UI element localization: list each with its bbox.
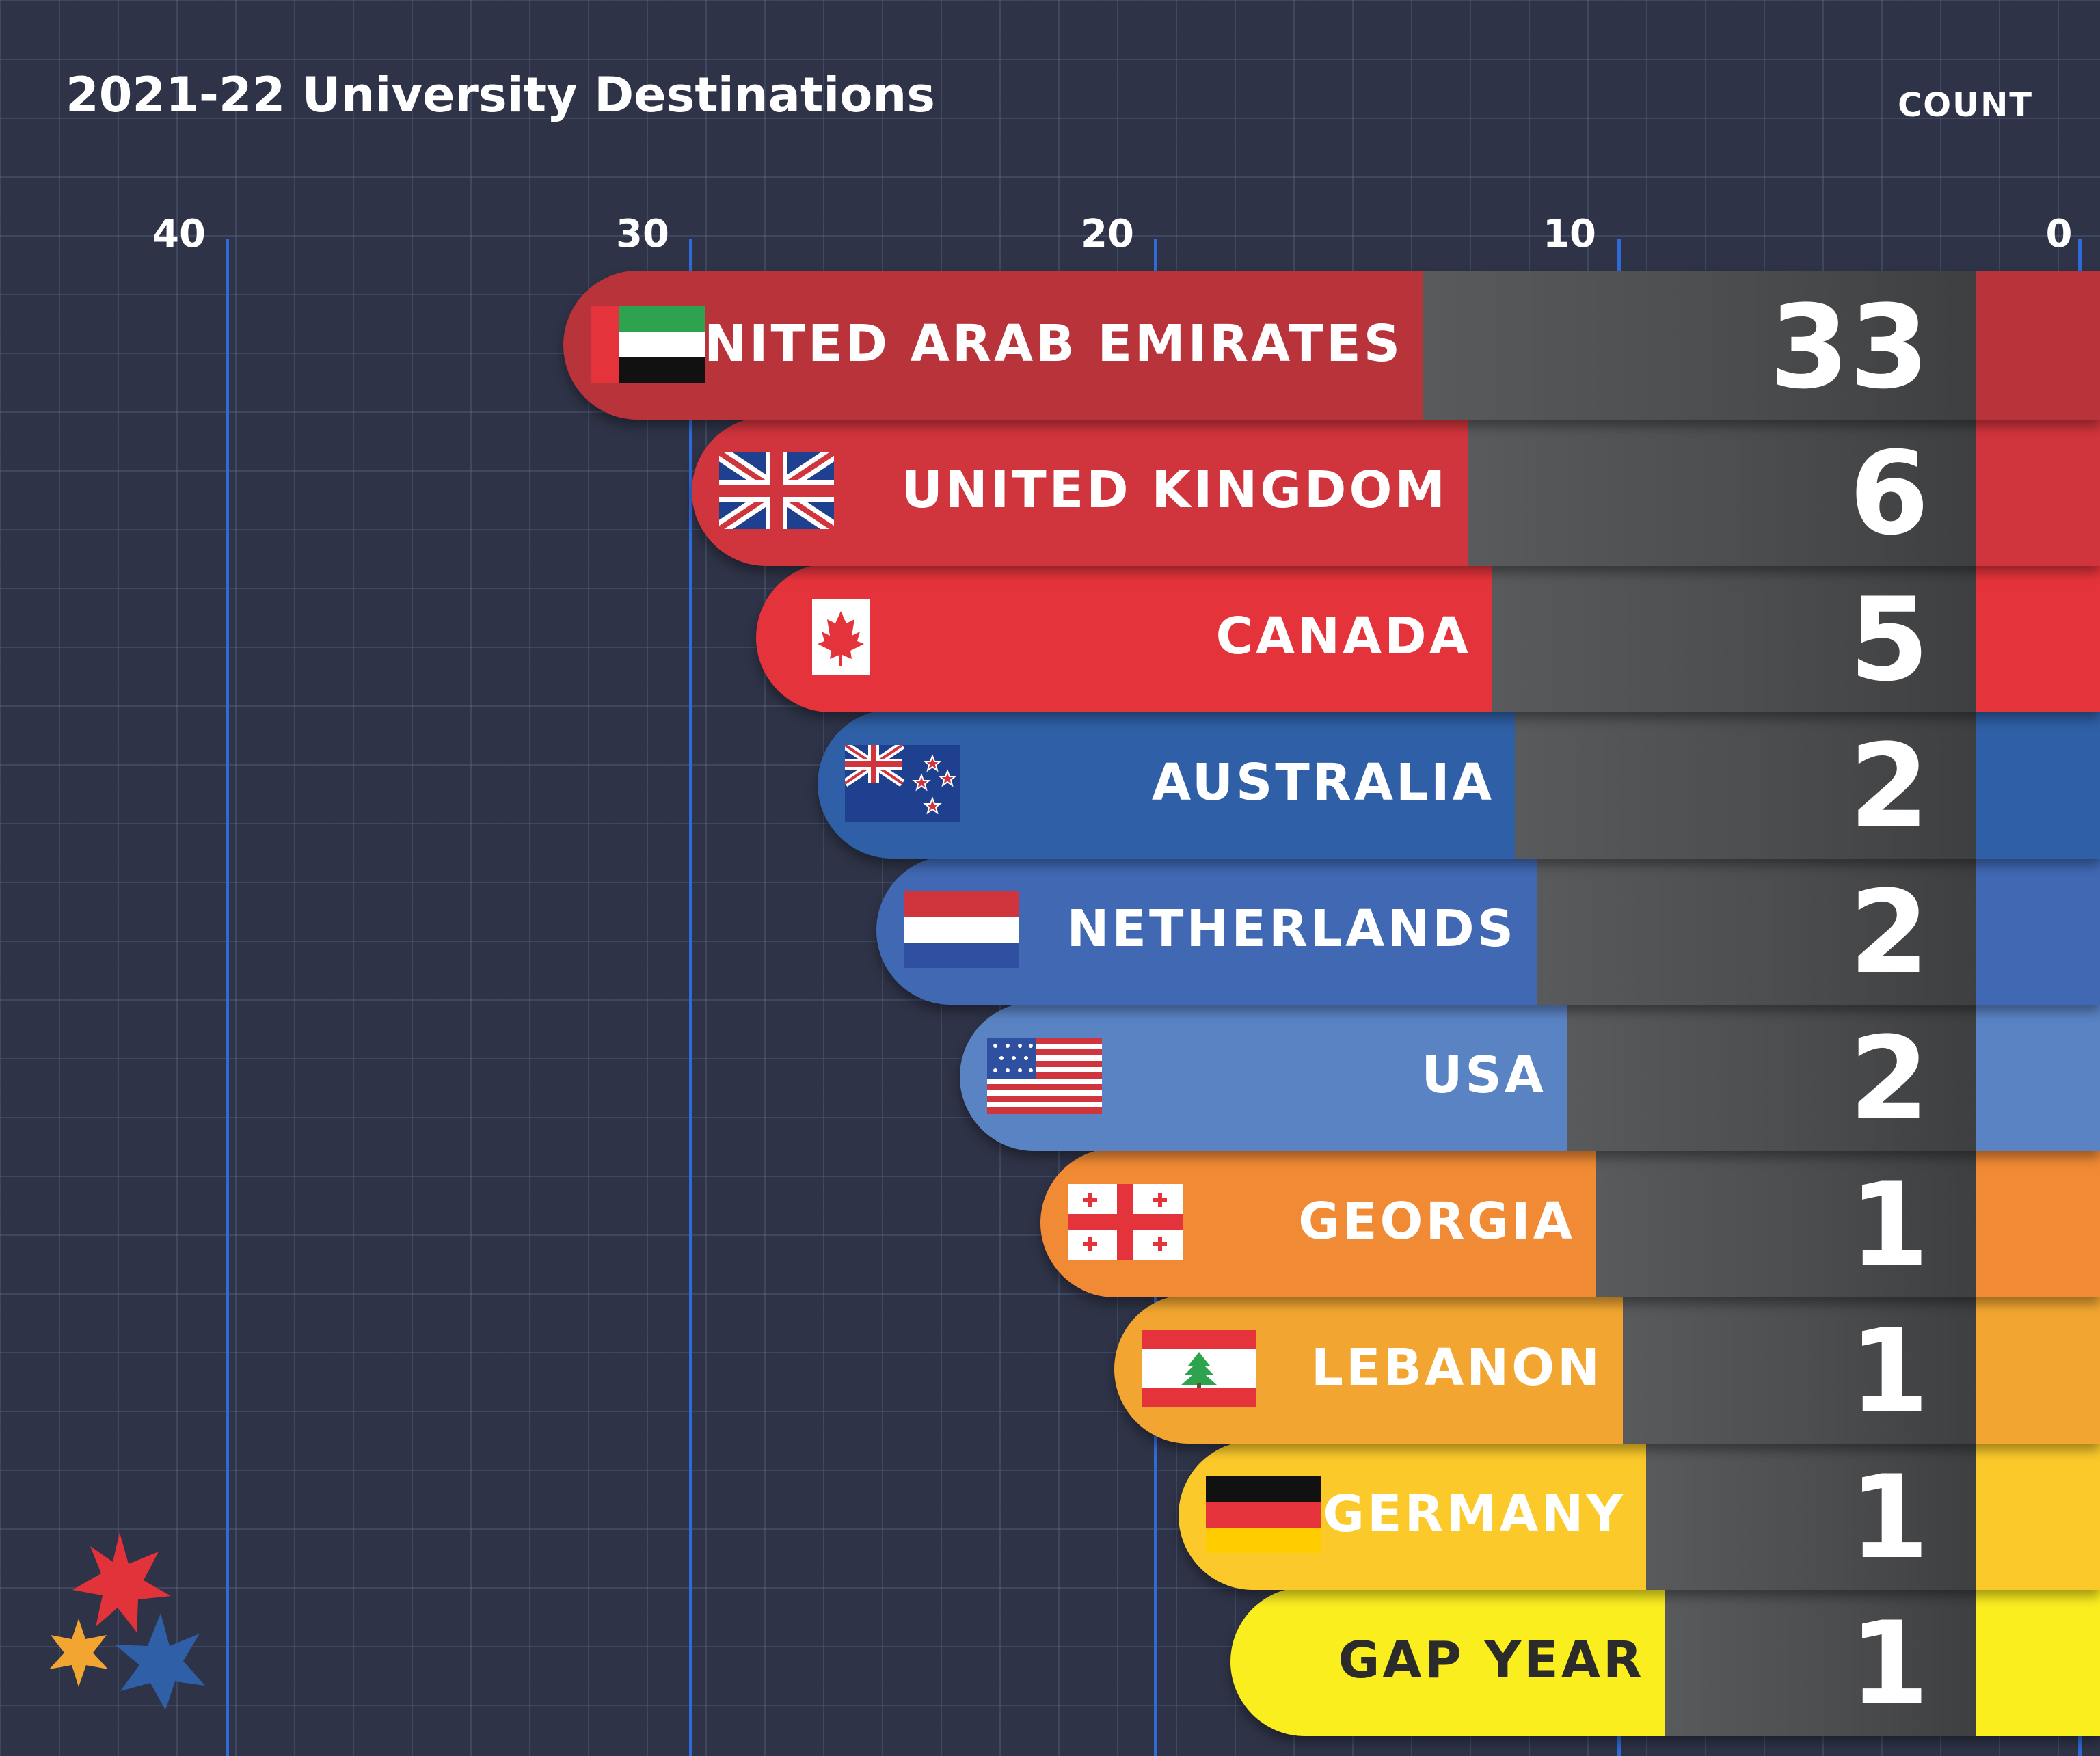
bar-canada: CANADA 5 [756,563,2100,712]
value-label-germany: 1 [1849,1450,1929,1584]
value-label-lebanon: 1 [1849,1304,1929,1438]
usa-flag-icon [987,1038,1102,1114]
bar-label-united-arab-emirates: UNITED ARAB EMIRATES [660,314,1403,373]
bar-lebanon: LEBANON 1 [1114,1295,2100,1444]
bar-label-netherlands: NETHERLANDS [1066,900,1516,958]
new-zealand-flag-icon [845,745,960,822]
value-box [1596,1148,1976,1297]
uk-flag-icon [719,452,834,529]
bar-label-gap-year: GAP YEAR [1338,1631,1645,1690]
value-box [1492,563,1976,712]
axis-tick-30: 30 [616,212,669,256]
bar-united-kingdom: UNITED KINGDOM 6 [692,417,2100,566]
value-label-georgia: 1 [1849,1158,1929,1292]
gridline-40 [226,239,229,1756]
value-box [1537,856,1976,1005]
bar-label-lebanon: LEBANON [1310,1338,1602,1397]
axis-tick-20: 20 [1081,212,1134,256]
netherlands-flag-icon [904,891,1019,968]
orange-star-icon [49,1619,108,1687]
bar-australia: AUSTRALIA 2 [818,710,2100,859]
bar-label-georgia: GEORGIA [1298,1192,1575,1251]
bar-label-canada: CANADA [1215,607,1471,666]
bar-label-australia: AUSTRALIA [1151,753,1494,812]
axis-tick-40: 40 [152,212,206,256]
bar-netherlands: NETHERLANDS 2 [876,856,2100,1005]
bar-label-usa: USA [1421,1046,1546,1105]
count-axis-label: COUNT [1898,86,2033,124]
value-box [1567,1002,1976,1151]
value-label-netherlands: 2 [1849,865,1929,999]
red-star-icon [72,1532,171,1632]
value-label-united-arab-emirates: 33 [1769,280,1929,414]
bar-gap-year: GAP YEAR 1 [1230,1587,2100,1736]
bar-label-united-kingdom: UNITED KINGDOM [901,461,1448,519]
value-label-canada: 5 [1849,573,1929,707]
canada-flag-icon [783,599,898,675]
chart-title: 2021-22 University Destinations [66,67,935,123]
gridline-30 [689,239,692,1756]
bar-georgia: GEORGIA 1 [1040,1148,2100,1297]
value-label-australia: 2 [1849,719,1929,853]
value-label-united-kingdom: 6 [1849,427,1929,560]
value-box [1515,710,1976,859]
bar-united-arab-emirates: UNITED ARAB EMIRATES 33 [563,271,2100,420]
value-box [1468,417,1976,566]
value-box [1423,271,1976,420]
value-box [1646,1441,1976,1590]
axis-tick-0: 0 [2045,212,2073,256]
blue-star-icon [115,1613,205,1709]
germany-flag-icon [1206,1476,1321,1553]
value-label-gap-year: 1 [1849,1597,1929,1731]
axis-tick-10: 10 [1543,212,1596,256]
lebanon-flag-icon [1142,1330,1256,1407]
bar-label-germany: GERMANY [1323,1485,1626,1543]
bar-germany: GERMANY 1 [1179,1441,2100,1590]
bar-usa: USA 2 [960,1002,2100,1151]
uae-flag-icon [591,306,705,383]
value-box [1623,1295,1976,1444]
value-label-usa: 2 [1849,1012,1929,1146]
value-box [1665,1587,1976,1736]
decorative-stars-logo [49,1532,205,1709]
georgia-flag-icon [1068,1184,1183,1260]
